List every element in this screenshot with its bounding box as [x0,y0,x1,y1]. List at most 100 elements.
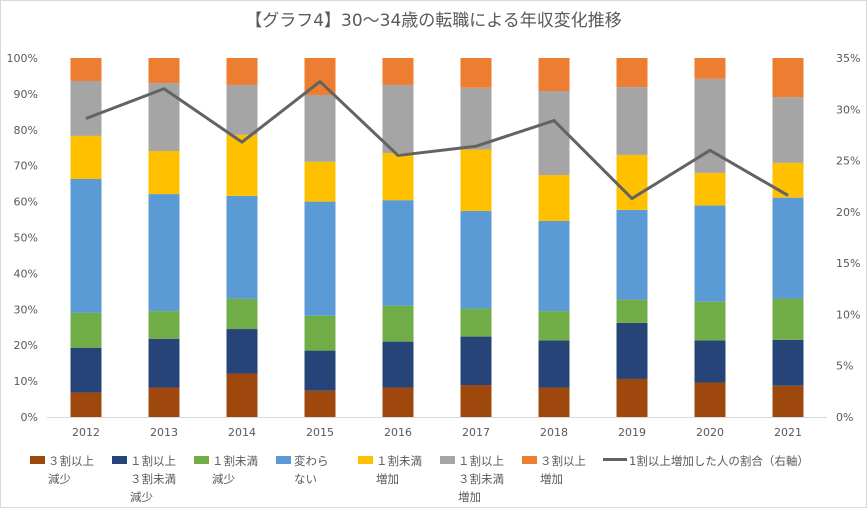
legend-swatch [112,456,127,464]
bar-segment [772,97,804,163]
left-axis-tick-label: 0% [21,411,38,424]
legend-swatch [440,456,455,464]
bar-segment [382,341,414,388]
bar-segment [304,201,336,316]
legend-item: １割以上 ３割未満 増加 [440,452,504,506]
bar-segment [694,301,726,341]
bar-segment [616,378,648,417]
bar-segment [616,87,648,155]
bar-segment [616,209,648,300]
left-axis-tick-label: 50% [14,232,38,245]
bar-segment [460,385,492,417]
right-axis-tick-label: 20% [836,206,860,219]
x-axis-tick-label: 2019 [618,426,646,439]
bar-segment [616,58,648,88]
x-axis-tick-label: 2013 [150,426,178,439]
legend-item: ３割以上 減少 [30,452,94,488]
bar-segment [538,220,570,312]
bar-segment [460,87,492,150]
bar-segment [226,373,258,417]
bar-segment [772,197,804,299]
bar-segment [148,338,180,388]
bar-segment [460,336,492,386]
right-axis-tick-label: 30% [836,103,860,116]
bar-segment [694,172,726,206]
bar-segment [148,194,180,312]
bar-segment [694,382,726,417]
legend-swatch [194,456,209,464]
left-axis-tick-label: 10% [14,375,38,388]
bar-segment [460,149,492,211]
chart-title: 【グラフ4】30～34歳の転職による年収変化推移 [245,11,622,31]
bar-segment [772,58,804,98]
bar-segment [304,94,336,162]
legend-item: １割未満 増加 [358,452,422,488]
bar-segment [382,84,414,154]
bar-segment [148,150,180,195]
right-axis-tick-label: 0% [836,411,853,424]
legend-label: １割未満 減少 [212,454,258,486]
bar-segment [616,322,648,379]
legend-label: １割以上 ３割未満 増加 [458,454,504,504]
right-axis-tick-label: 35% [836,52,860,65]
bar-segment [460,58,492,88]
bar-segment [382,153,414,201]
legend-line-swatch [603,458,627,461]
left-axis-tick-label: 70% [14,160,38,173]
bar-segment [772,162,804,198]
right-axis-tick-label: 15% [836,257,860,270]
line-series [85,80,789,201]
bar-segment [226,84,258,135]
legend-label: １割未満 増加 [376,454,422,486]
bar-segment [70,80,102,136]
bar-segment [694,205,726,302]
bar-segment [460,210,492,309]
legend-item: ３割以上 増加 [522,452,586,488]
left-axis-tick-label: 80% [14,124,38,137]
left-axis-tick-label: 100% [7,52,38,65]
legend-item: １割以上 ３割未満 減少 [112,452,176,506]
bar-segment [304,390,336,417]
x-axis-tick-label: 2014 [228,426,256,439]
x-axis-tick-label: 2012 [72,426,100,439]
legend-swatch [522,456,537,464]
bar-segment [772,385,804,417]
legend-label: ３割以上 増加 [540,454,586,486]
bar-segment [304,161,336,202]
bar-segment [70,347,102,393]
left-axis-tick-label: 20% [14,339,38,352]
x-axis-tick-label: 2021 [774,426,802,439]
bar-segment [694,58,726,79]
legend-item-line: 1割以上増加した人の割合（右軸） [603,452,809,470]
bar-segment [148,58,180,84]
left-axis-tick-label: 30% [14,303,38,316]
bar-segment [226,298,258,330]
bar-segment [304,315,336,351]
bar-segment [538,387,570,417]
bar-segment [70,392,102,417]
bar-segment [538,175,570,221]
bar-segment [226,134,258,196]
bar-segment [226,329,258,374]
legend-label: ３割以上 減少 [48,454,94,486]
bar-segment [382,200,414,306]
left-axis-tick-label: 40% [14,267,38,280]
legend-label: 変わら ない [294,454,329,486]
bar-segment [304,350,336,391]
left-axis-tick-label: 60% [14,196,38,209]
bar-segment [772,339,804,386]
legend-item: １割未満 減少 [194,452,258,488]
bar-segment [382,387,414,417]
legend-label: １割以上 ３割未満 減少 [130,454,176,504]
bar-segment [226,58,258,85]
x-axis-tick-label: 2018 [540,426,568,439]
bar-segment [538,58,570,92]
x-axis-tick-label: 2016 [384,426,412,439]
bar-segment [148,311,180,339]
bar-segment [226,195,258,299]
legend-item: 変わら ない [276,452,329,488]
bar-segment [70,135,102,179]
x-axis-tick-label: 2020 [696,426,724,439]
bar-segment [538,311,570,341]
